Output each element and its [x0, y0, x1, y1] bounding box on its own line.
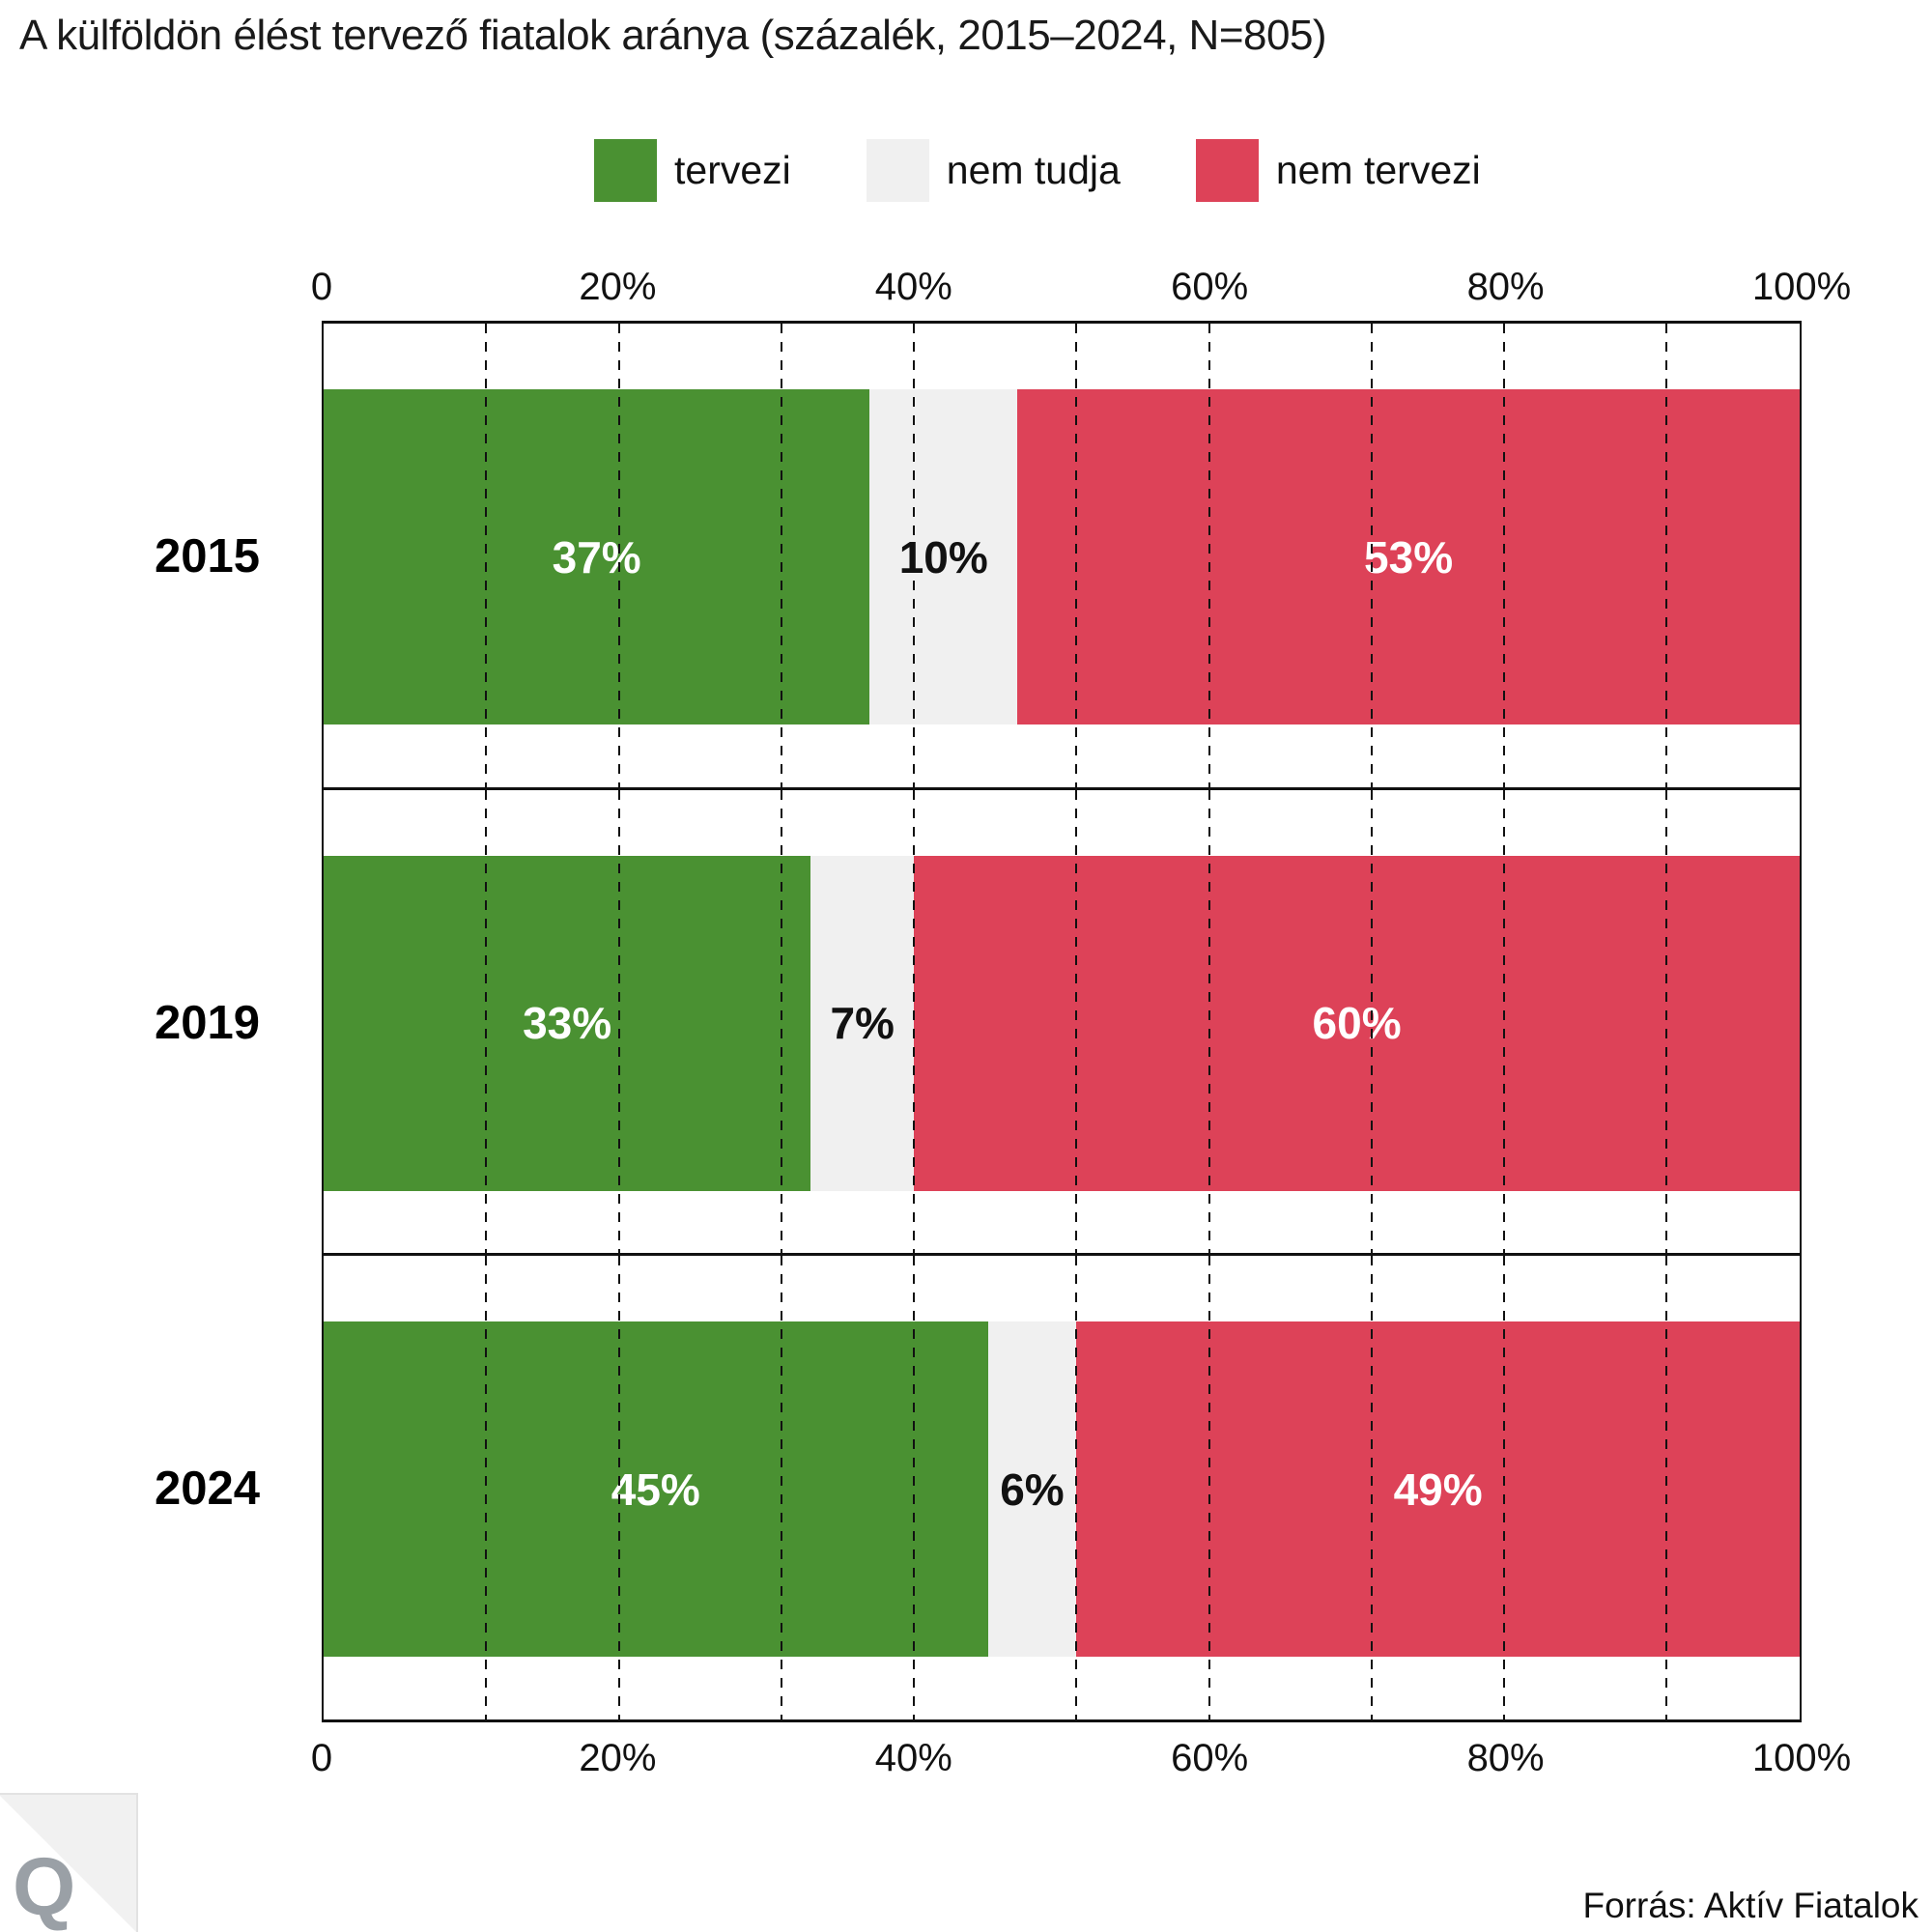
bar-segment-nem-tervezi: 53% — [1017, 389, 1800, 724]
stacked-bar: 45% 6% 49% — [324, 1321, 1800, 1658]
gridline — [780, 789, 782, 1254]
gridline — [1370, 324, 1373, 787]
bar-value-label: 53% — [1364, 531, 1454, 582]
legend-label: nem tudja — [946, 148, 1121, 192]
source-note: Forrás: Aktív Fiatalok — [1582, 1886, 1919, 1925]
bar-segment-nem-tudja: 10% — [869, 389, 1018, 724]
gridline — [780, 1256, 782, 1720]
gridline — [1370, 1256, 1373, 1720]
gridline — [1208, 789, 1210, 1254]
gridline — [1208, 324, 1210, 787]
legend-item: tervezi — [594, 139, 791, 202]
axis-tick-label: 20% — [579, 266, 657, 308]
row-label-year: 2019 — [154, 996, 260, 1049]
bar-segment-nem-tudja: 6% — [987, 1321, 1077, 1658]
axis-tick-label: 60% — [1171, 266, 1249, 308]
bar-segment-tervezi: 45% — [324, 1321, 988, 1658]
chart-row-2015: 37% 10% 53% 2015 — [155, 324, 1800, 790]
bar-value-label: 45% — [611, 1463, 700, 1515]
gridline — [780, 324, 782, 787]
axis-tick-label: 60% — [1171, 1737, 1249, 1779]
row-label-year: 2024 — [154, 1463, 260, 1516]
legend-item: nem tervezi — [1195, 139, 1481, 202]
axis-tick-label: 20% — [579, 1737, 657, 1779]
gridline — [1370, 789, 1373, 1254]
gridline — [1503, 1256, 1506, 1720]
gridline — [1208, 1256, 1210, 1720]
bar-value-label: 49% — [1393, 1463, 1483, 1515]
axis-tick-label: 40% — [874, 1737, 952, 1779]
bar-value-label: 7% — [830, 998, 895, 1049]
axis-bottom: 0 20% 40% 60% 80% 100% — [311, 1736, 1851, 1780]
axis-tick-label: 0 — [310, 1737, 333, 1779]
legend-label: nem tervezi — [1275, 148, 1481, 192]
axis-tick-label: 0 — [310, 266, 333, 308]
chart-title: A külföldön élést tervező fiatalok arány… — [19, 12, 1327, 59]
gridline — [1503, 324, 1506, 787]
gridline — [1665, 324, 1668, 787]
axis-tick-label: 100% — [1751, 1737, 1852, 1779]
stacked-bar: 37% 10% 53% — [324, 389, 1800, 724]
chart-row-2019: 33% 7% 60% 2019 — [155, 789, 1800, 1257]
bar-segment-nem-tervezi: 60% — [914, 855, 1800, 1191]
bar-segment-tervezi: 33% — [324, 855, 811, 1191]
legend-label: tervezi — [674, 148, 791, 192]
chart-row-2024: 45% 6% 49% 2024 — [155, 1256, 1800, 1723]
gridline — [913, 324, 916, 787]
axis-tick-label: 100% — [1751, 266, 1852, 308]
legend-swatch-1 — [594, 139, 657, 202]
row-label-year: 2015 — [154, 530, 260, 582]
gridline — [1075, 324, 1078, 787]
bar-segment-nem-tervezi: 49% — [1076, 1321, 1800, 1658]
stacked-bar: 33% 7% 60% — [324, 855, 1800, 1191]
gridline — [913, 1256, 916, 1720]
bar-segment-nem-tudja: 7% — [810, 855, 915, 1191]
q-logo-letter: Q — [13, 1841, 76, 1932]
gridline — [617, 324, 620, 787]
axis-tick-label: 80% — [1466, 266, 1545, 308]
bar-value-label: 60% — [1312, 998, 1402, 1049]
bar-value-label: 33% — [523, 998, 612, 1049]
bar-value-label: 6% — [1000, 1463, 1065, 1515]
gridline — [485, 1256, 488, 1720]
gridline — [485, 789, 488, 1254]
bar-value-label: 37% — [552, 531, 641, 582]
legend-item: nem tudja — [866, 139, 1121, 202]
gridline — [617, 789, 620, 1254]
axis-tick-label: 80% — [1466, 1737, 1545, 1779]
gridline — [1665, 789, 1668, 1254]
legend-swatch-2 — [866, 139, 929, 202]
gridline — [1075, 789, 1078, 1254]
gridline — [913, 789, 916, 1254]
axis-top: 0 20% 40% 60% 80% 100% — [311, 265, 1851, 309]
legend: tervezi nem tudja nem tervezi — [594, 139, 1481, 202]
gridline — [1503, 789, 1506, 1254]
gridline — [1075, 1256, 1078, 1720]
gridline — [485, 324, 488, 787]
stacked-bar-chart: 37% 10% 53% 2015 33% 7% 60% 2019 45% 6% 49% 2024 — [155, 321, 1802, 1723]
axis-tick-label: 40% — [874, 266, 952, 308]
q-logo: Q — [0, 1793, 138, 1932]
gridline — [617, 1256, 620, 1720]
legend-swatch-3 — [1195, 139, 1259, 202]
gridline — [1665, 1256, 1668, 1720]
bar-segment-tervezi: 37% — [324, 389, 870, 724]
